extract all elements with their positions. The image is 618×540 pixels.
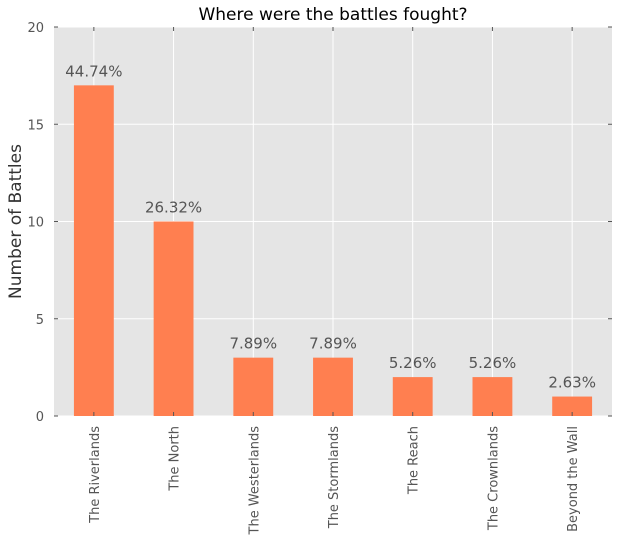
y-tick-label: 0 [36, 410, 44, 425]
bar-the-stormlands [313, 357, 353, 416]
x-tick-label: The North [168, 426, 183, 492]
data-label: 5.26% [469, 354, 517, 372]
data-label: 26.32% [145, 199, 202, 217]
y-tick-label: 20 [27, 21, 44, 36]
y-axis-label: Number of Battles [6, 144, 26, 299]
bar-the-reach [392, 377, 433, 416]
data-label: 2.63% [548, 374, 596, 392]
bars [73, 85, 593, 416]
bar-the-north [153, 221, 194, 416]
x-tick-label: The Riverlands [88, 426, 103, 524]
bar-the-westerlands [233, 357, 274, 416]
chart-title: Where were the battles fought? [198, 5, 467, 25]
data-label: 44.74% [65, 62, 122, 80]
bar-the-riverlands [73, 85, 114, 416]
data-labels: 44.74% 26.32% 7.89% 7.89% 5.26% 5.26% 2.63% [65, 62, 596, 391]
x-tick-label: The Reach [407, 426, 422, 495]
axes: 0 5 10 15 20 The Riverlands The North The Weste… [27, 21, 612, 535]
grid-lines [54, 26, 612, 417]
bar-the-crownlands [472, 377, 513, 416]
bar-beyond-the-wall [552, 396, 593, 416]
y-tick-label: 10 [27, 216, 44, 231]
x-tick-label: The Stormlands [327, 426, 342, 529]
y-tick-label: 5 [36, 313, 44, 328]
x-tick-label: Beyond the Wall [566, 426, 581, 532]
data-label: 5.26% [389, 354, 437, 372]
data-label: 7.89% [309, 335, 357, 353]
x-tick-label: The Westerlands [247, 426, 262, 536]
x-tick-label: The Crownlands [486, 426, 501, 531]
data-label: 7.89% [229, 335, 277, 353]
y-tick-label: 15 [27, 118, 44, 133]
